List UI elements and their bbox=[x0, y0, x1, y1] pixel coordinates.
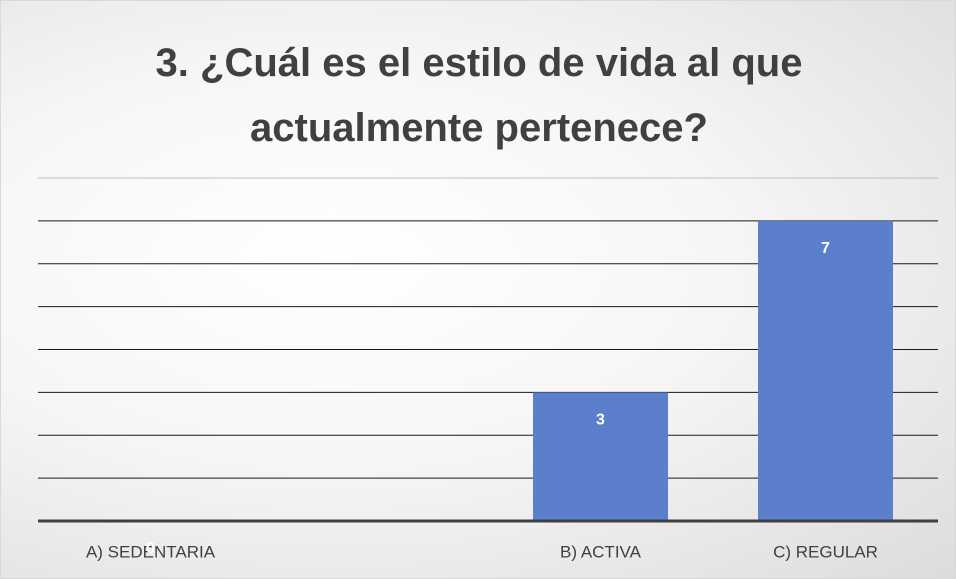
x-tick-label: A) SEDENTARIA bbox=[86, 542, 216, 561]
data-label: 0 bbox=[146, 540, 155, 557]
chart-title: 3. ¿Cuál es el estilo de vida al que act… bbox=[155, 41, 803, 150]
bar bbox=[758, 220, 893, 521]
x-tick-label: C) REGULAR bbox=[773, 542, 878, 561]
data-label: 7 bbox=[821, 240, 830, 257]
bar bbox=[533, 392, 668, 521]
data-label: 3 bbox=[596, 412, 605, 429]
x-tick-label: B) ACTIVA bbox=[560, 542, 642, 561]
